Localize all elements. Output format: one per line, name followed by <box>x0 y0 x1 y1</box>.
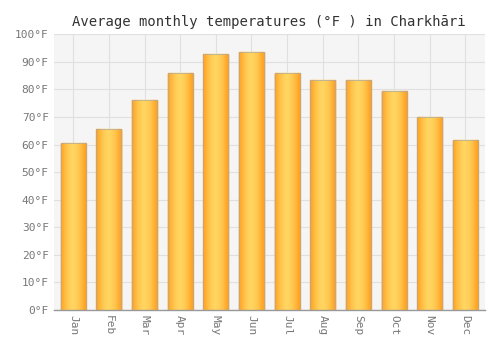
Bar <box>310 80 336 310</box>
Bar <box>453 140 478 310</box>
Bar <box>239 52 264 310</box>
Bar <box>418 117 442 310</box>
Bar <box>96 130 122 310</box>
Bar <box>168 73 192 310</box>
Bar <box>132 100 157 310</box>
Bar <box>346 80 371 310</box>
Bar <box>274 73 299 310</box>
Bar <box>382 91 406 310</box>
Bar <box>204 54 229 310</box>
Title: Average monthly temperatures (°F ) in Charkhāri: Average monthly temperatures (°F ) in Ch… <box>72 15 466 29</box>
Bar <box>60 143 86 310</box>
